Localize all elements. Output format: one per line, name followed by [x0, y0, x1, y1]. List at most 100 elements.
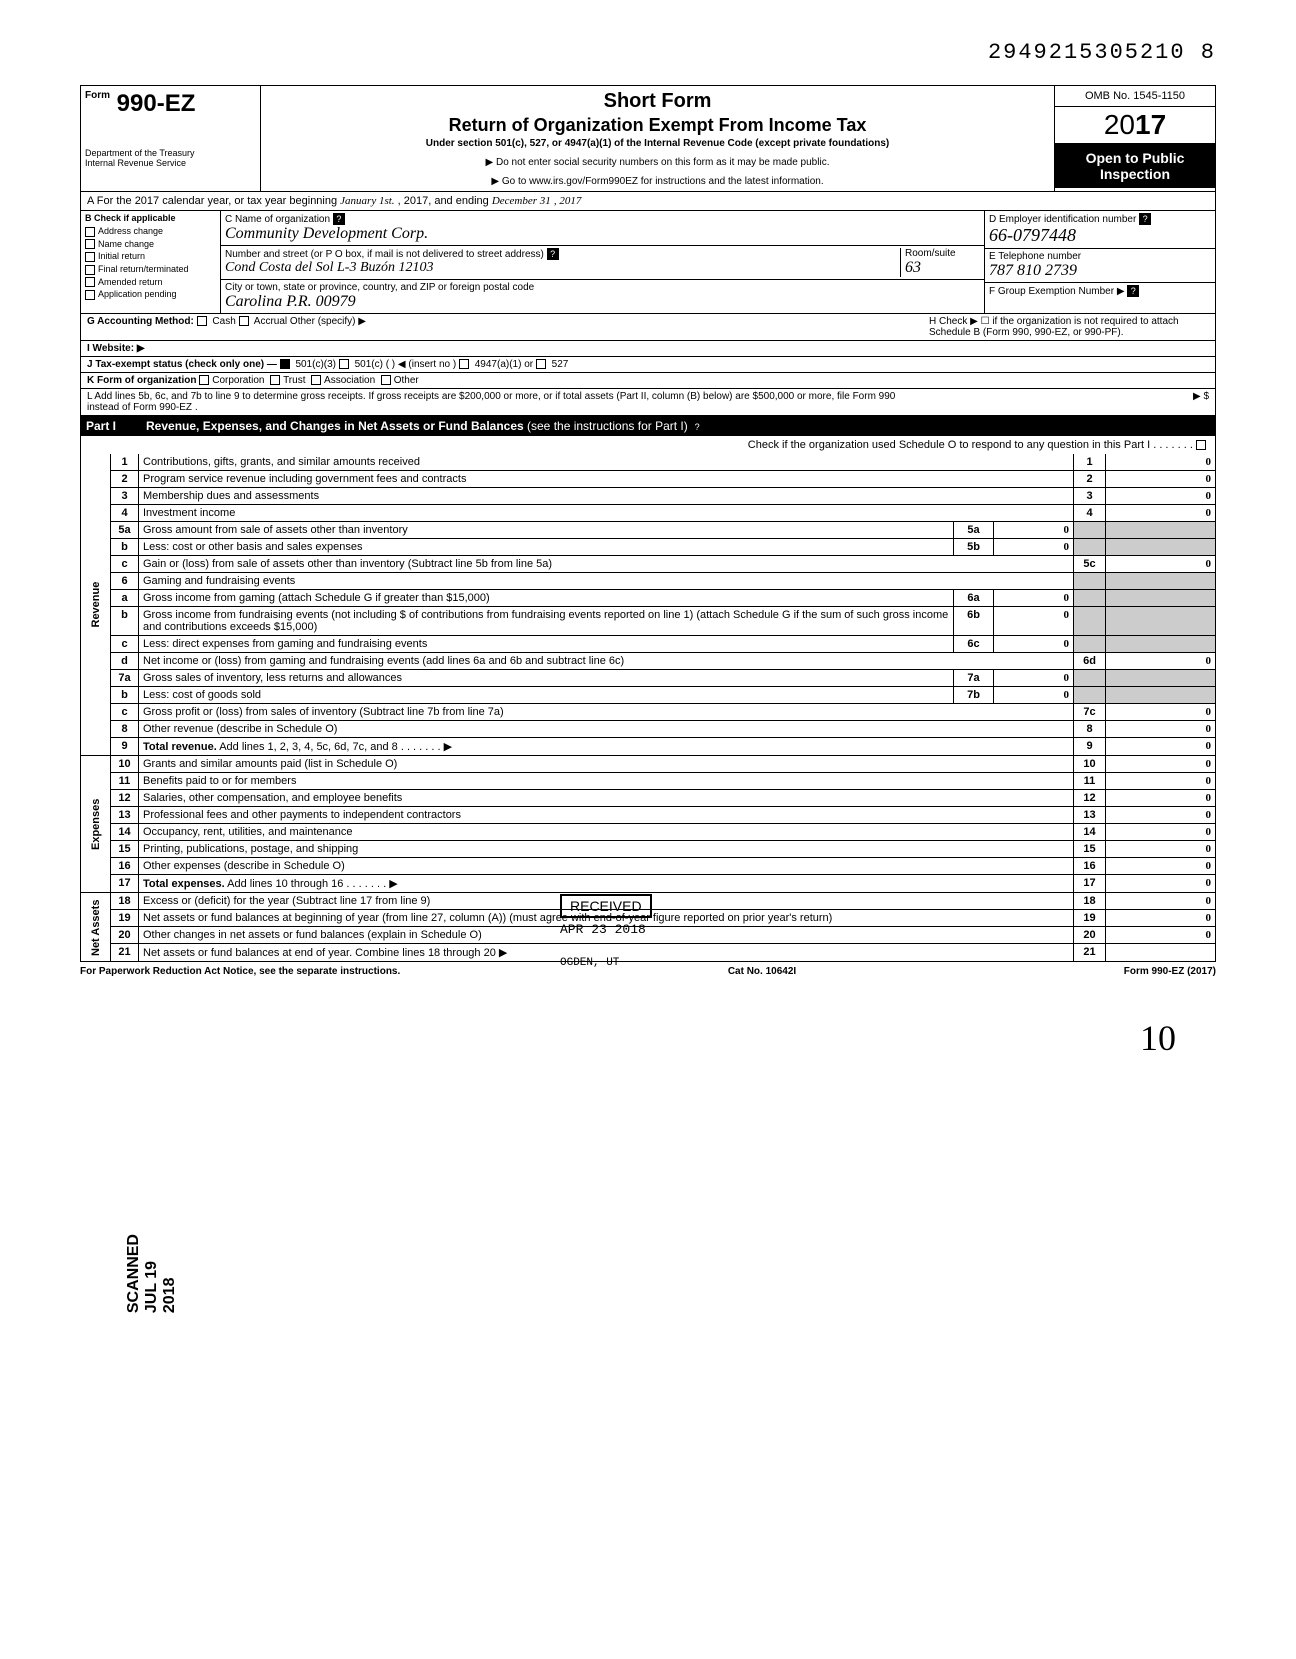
dept-treasury: Department of the Treasury Internal Reve… — [85, 148, 256, 168]
footer-left: For Paperwork Reduction Act Notice, see … — [80, 966, 400, 977]
scanned-stamp: SCANNED JUL 19 2018 — [125, 1234, 179, 1313]
line-number: b — [111, 539, 139, 556]
tax-exempt-label: J Tax-exempt status (check only one) — — [87, 359, 277, 370]
line-val: 0 — [1106, 790, 1216, 807]
line-h: H Check ▶ ☐ if the organization is not r… — [929, 316, 1209, 338]
line-desc: Benefits paid to or for members — [139, 773, 1074, 790]
website-label: I Website: ▶ — [87, 343, 145, 354]
sub-line-val: 0 — [994, 636, 1074, 653]
phone-row: E Telephone number 787 810 2739 — [985, 249, 1215, 283]
chk-501c[interactable] — [339, 359, 349, 369]
line-desc: Other revenue (describe in Schedule O) — [139, 721, 1074, 738]
chk-name-change[interactable]: Name change — [81, 238, 220, 251]
line-number: 1 — [111, 454, 139, 471]
chk-other[interactable] — [381, 375, 391, 385]
line-j: J Tax-exempt status (check only one) — 5… — [80, 357, 1216, 373]
chk-schedule-o[interactable] — [1196, 440, 1206, 450]
table-row: bGross income from fundraising events (n… — [81, 607, 1216, 636]
line-desc: Net income or (loss) from gaming and fun… — [139, 653, 1074, 670]
chk-application-pending[interactable]: Application pending — [81, 288, 220, 301]
chk-cash[interactable] — [197, 316, 207, 326]
sub-line-num: 6c — [954, 636, 994, 653]
group-exempt-label: F Group Exemption Number ▶ — [989, 286, 1125, 297]
help-icon[interactable]: ? — [1127, 285, 1139, 297]
line-a-year: , 2017 — [554, 195, 582, 207]
form-right-col: OMB No. 1545-1150 20201717 Open to Publi… — [1055, 86, 1215, 191]
chk-corp[interactable] — [199, 375, 209, 385]
line-number: c — [111, 704, 139, 721]
line-desc: Less: cost or other basis and sales expe… — [139, 539, 954, 556]
table-row: bLess: cost or other basis and sales exp… — [81, 539, 1216, 556]
line-num-cell: 1 — [1074, 454, 1106, 471]
line-num-cell: 11 — [1074, 773, 1106, 790]
line-val: 0 — [1106, 824, 1216, 841]
section-b-header: B Check if applicable — [81, 211, 220, 225]
chk-initial-return[interactable]: Initial return — [81, 250, 220, 263]
line-num-cell: 14 — [1074, 824, 1106, 841]
line-number: 5a — [111, 522, 139, 539]
short-form-title: Short Form — [269, 90, 1046, 113]
street-row: Number and street (or P O box, if mail i… — [221, 246, 984, 280]
ogden-stamp: OGDEN, UT — [560, 957, 652, 969]
chk-501c3[interactable] — [280, 359, 290, 369]
line-desc: Gross sales of inventory, less returns a… — [139, 670, 954, 687]
sub-line-num: 6b — [954, 607, 994, 636]
line-l-arrow: ▶ $ — [929, 391, 1209, 413]
table-row: bLess: cost of goods sold7b0 — [81, 687, 1216, 704]
help-icon[interactable]: ? — [1139, 213, 1151, 225]
table-row: cGain or (loss) from sale of assets othe… — [81, 556, 1216, 573]
help-icon[interactable]: ? — [691, 421, 703, 433]
help-icon[interactable]: ? — [333, 213, 345, 225]
line-l: L Add lines 5b, 6c, and 7b to line 9 to … — [80, 389, 1216, 416]
line-val-shaded — [1106, 636, 1216, 653]
line-number: b — [111, 687, 139, 704]
line-desc: Less: direct expenses from gaming and fu… — [139, 636, 954, 653]
sub-line-val: 0 — [994, 670, 1074, 687]
line-a-begin: January 1st. — [340, 195, 394, 207]
line-num-cell: 18 — [1074, 893, 1106, 910]
part-1-title: Revenue, Expenses, and Changes in Net As… — [146, 419, 1210, 433]
chk-amended-return[interactable]: Amended return — [81, 276, 220, 289]
line-desc: Other expenses (describe in Schedule O) — [139, 858, 1074, 875]
sub-line-val: 0 — [994, 607, 1074, 636]
section-b: B Check if applicable Address change Nam… — [81, 211, 221, 313]
line-desc: Gain or (loss) from sale of assets other… — [139, 556, 1074, 573]
received-stamp: RECEIVED — [560, 894, 652, 918]
form-subtitle: Under section 501(c), 527, or 4947(a)(1)… — [269, 138, 1046, 149]
line-desc: Salaries, other compensation, and employ… — [139, 790, 1074, 807]
chk-final-return[interactable]: Final return/terminated — [81, 263, 220, 276]
ssn-warning: ▶ Do not enter social security numbers o… — [269, 157, 1046, 168]
help-icon[interactable]: ? — [547, 248, 559, 260]
line-number: 18 — [111, 893, 139, 910]
line-desc: Gross amount from sale of assets other t… — [139, 522, 954, 539]
line-a: A For the 2017 calendar year, or tax yea… — [80, 192, 1216, 211]
line-val-shaded — [1106, 590, 1216, 607]
line-val: 0 — [1106, 841, 1216, 858]
street-value: Cond Costa del Sol L-3 Buzón 12103 — [225, 260, 433, 275]
line-i: I Website: ▶ — [80, 341, 1216, 357]
chk-527[interactable] — [536, 359, 546, 369]
table-row: Revenue1Contributions, gifts, grants, an… — [81, 454, 1216, 471]
chk-trust[interactable] — [270, 375, 280, 385]
line-num-cell: 9 — [1074, 738, 1106, 756]
table-row: Expenses10Grants and similar amounts pai… — [81, 756, 1216, 773]
line-val-shaded — [1106, 573, 1216, 590]
line-num-cell: 15 — [1074, 841, 1106, 858]
table-row: 12Salaries, other compensation, and empl… — [81, 790, 1216, 807]
table-row: 3Membership dues and assessments30 — [81, 488, 1216, 505]
line-num-cell: 12 — [1074, 790, 1106, 807]
line-number: 17 — [111, 875, 139, 893]
phone-value: 787 810 2739 — [989, 262, 1077, 279]
street-label: Number and street (or P O box, if mail i… — [225, 249, 544, 260]
line-num-cell: 10 — [1074, 756, 1106, 773]
other-specify: Other (specify) ▶ — [290, 316, 366, 327]
line-number: 9 — [111, 738, 139, 756]
line-val — [1106, 944, 1216, 962]
chk-address-change[interactable]: Address change — [81, 225, 220, 238]
chk-4947[interactable] — [459, 359, 469, 369]
form-number-text: 990-EZ — [117, 90, 196, 117]
chk-assoc[interactable] — [311, 375, 321, 385]
line-num-shaded — [1074, 590, 1106, 607]
chk-accrual[interactable] — [239, 316, 249, 326]
ein-row: D Employer identification number ? 66-07… — [985, 211, 1215, 249]
